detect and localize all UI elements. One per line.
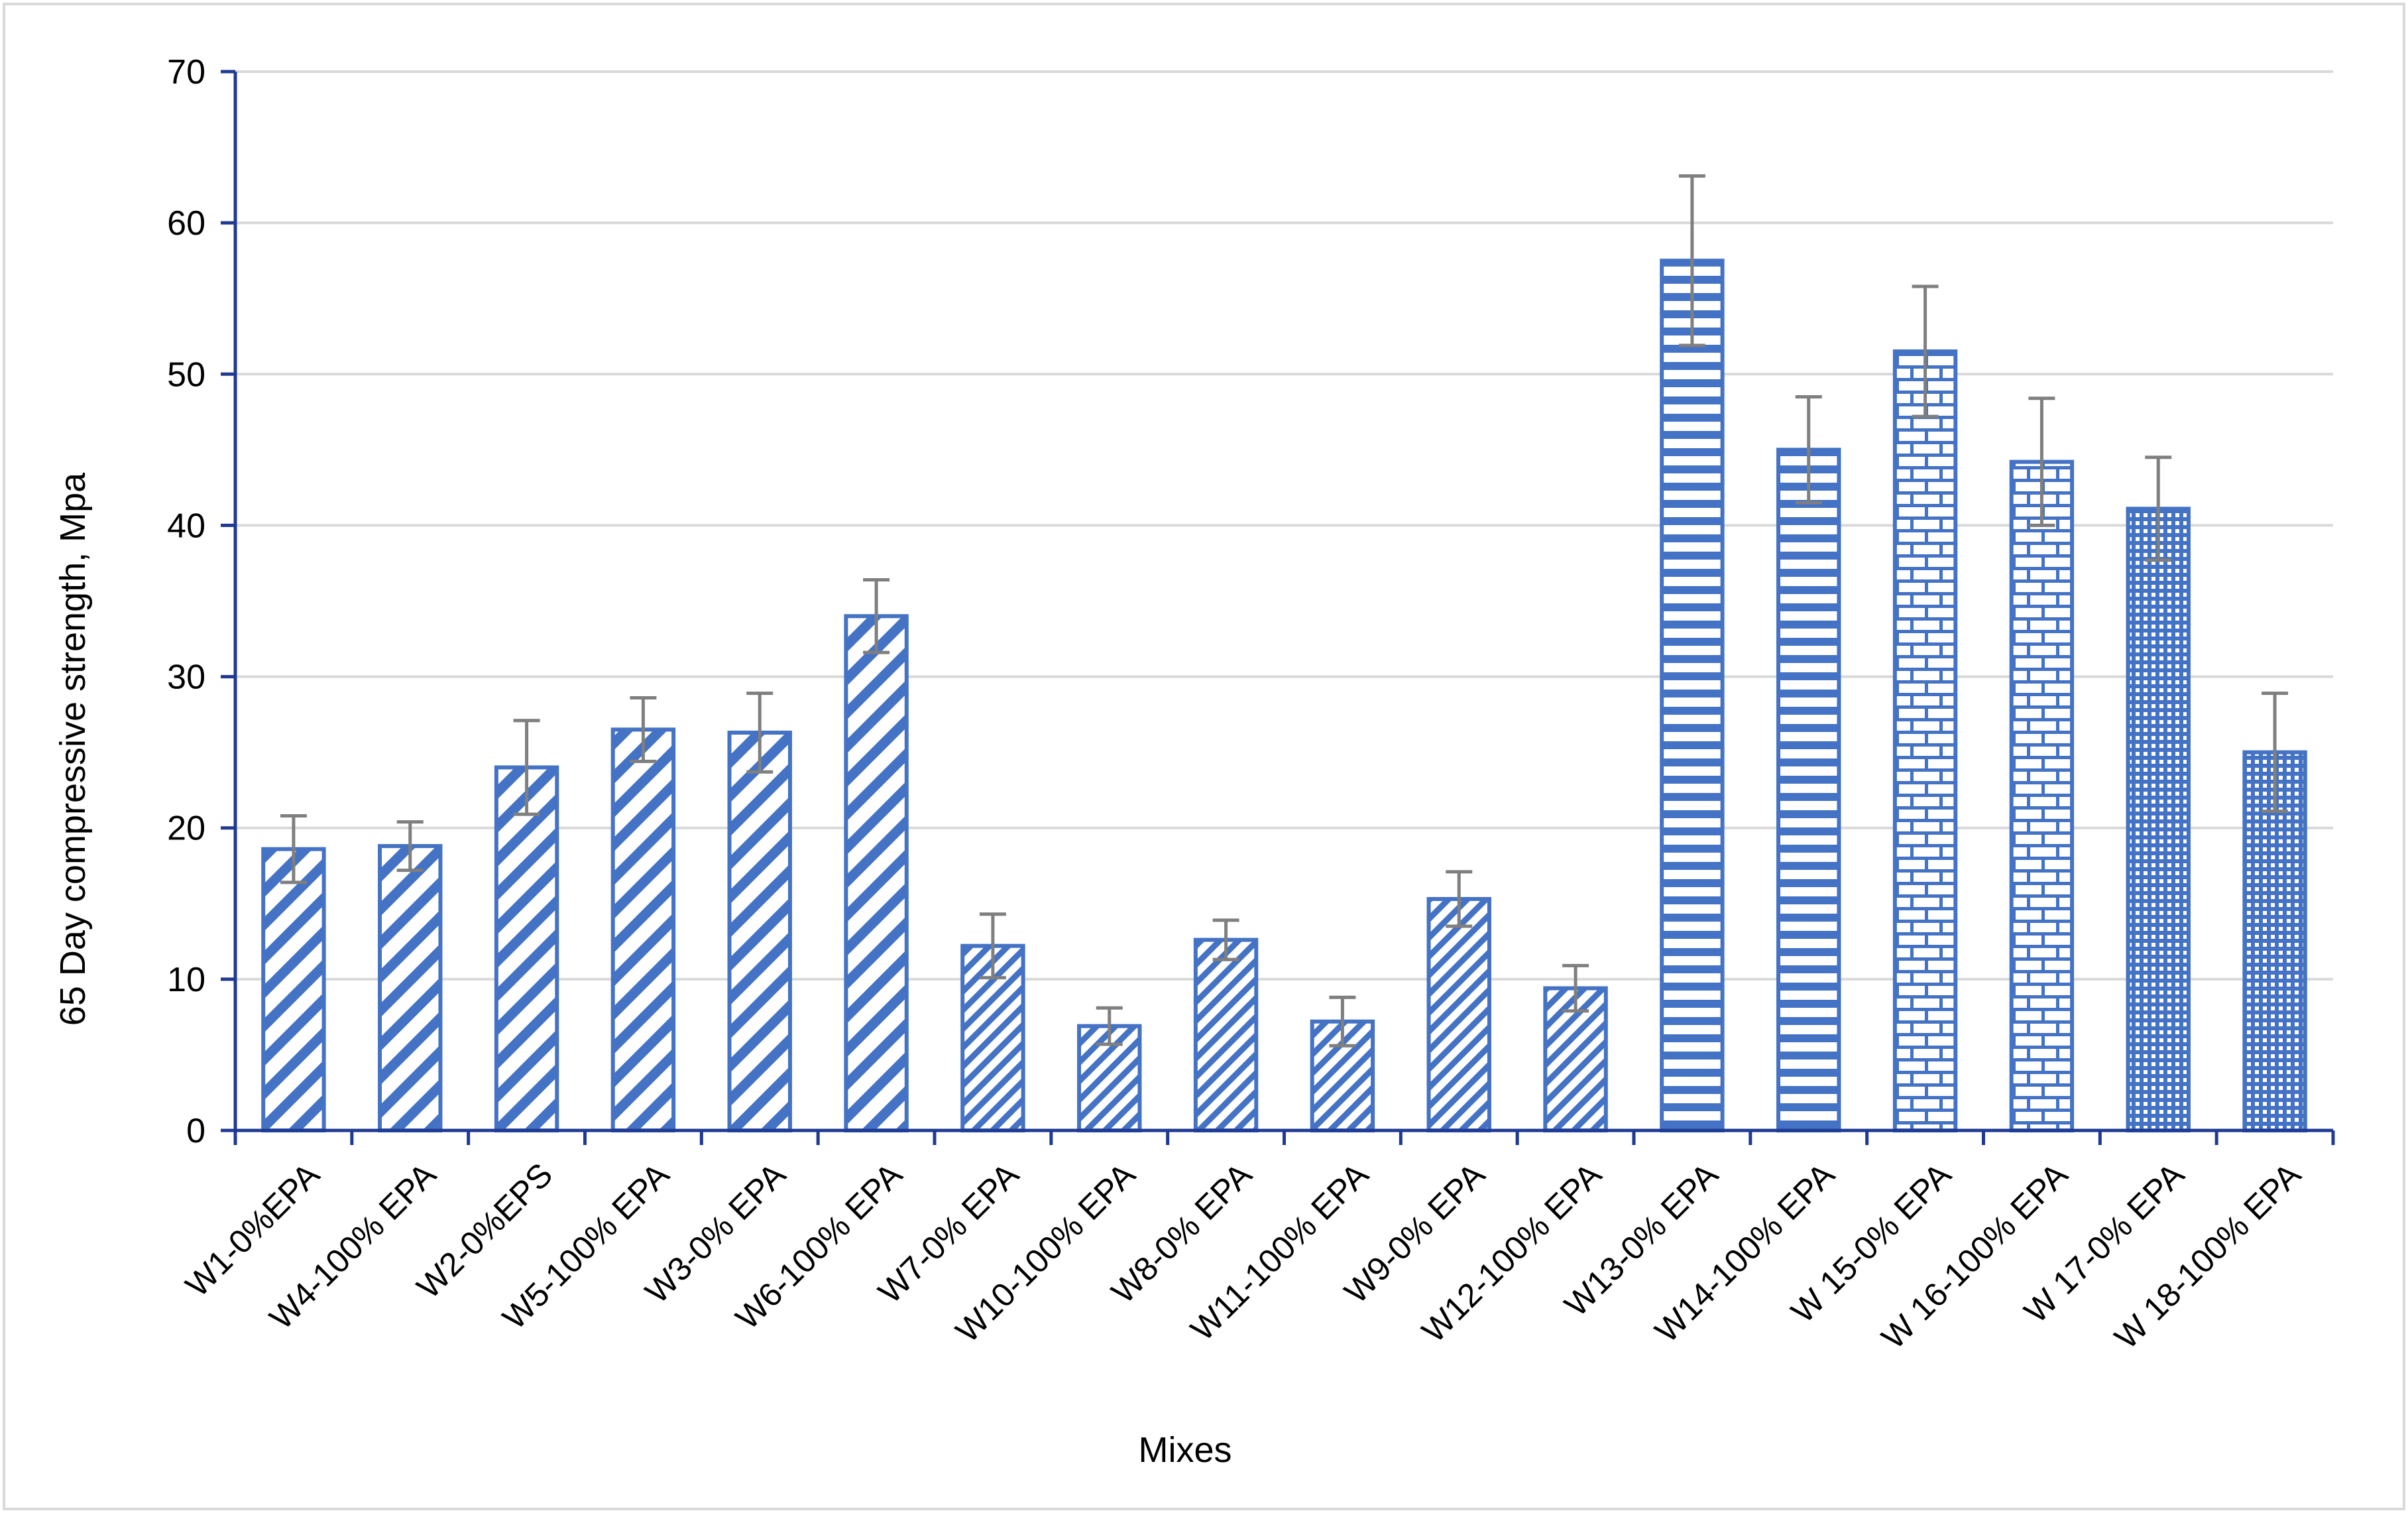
y-tick-label: 20 [167, 810, 205, 848]
y-axis-title: 65 Day compressive strength, Mpa [53, 472, 93, 1026]
y-tick-label: 40 [167, 507, 205, 545]
bar [727, 730, 792, 1132]
bar [261, 847, 326, 1132]
bar [494, 765, 559, 1132]
bar [1776, 448, 1841, 1132]
bars [261, 259, 2307, 1133]
bar [1892, 349, 1958, 1132]
y-tick-labels: 0 10 20 30 40 50 60 70 [167, 53, 205, 1150]
y-tick-label: 30 [167, 658, 205, 697]
y-tick-label: 0 [186, 1112, 205, 1150]
chart-frame [3, 3, 2405, 1510]
bar [960, 943, 1025, 1133]
bar [378, 844, 443, 1132]
bar [844, 614, 909, 1132]
x-axis-title: Mixes [1138, 1430, 1232, 1470]
y-tick-label: 60 [167, 204, 205, 243]
y-tick-label: 70 [167, 53, 205, 91]
bar [2009, 459, 2075, 1132]
error-bars [280, 174, 2289, 1048]
bar [1193, 938, 1259, 1133]
y-tick-label: 10 [167, 961, 205, 999]
bar [1660, 259, 1725, 1132]
bar [2126, 507, 2191, 1132]
bar [610, 727, 676, 1132]
gridlines [235, 70, 2333, 981]
axes [221, 70, 2335, 1145]
bar [1426, 896, 1491, 1132]
y-tick-label: 50 [167, 355, 205, 394]
